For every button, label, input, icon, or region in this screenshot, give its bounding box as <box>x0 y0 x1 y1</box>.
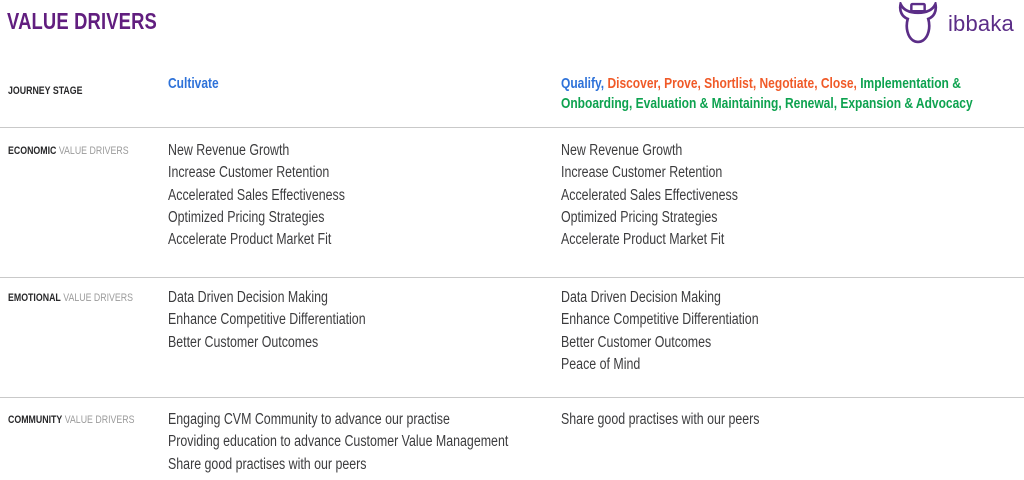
economic-qualify-cell: New Revenue Growth Increase Customer Ret… <box>561 140 1016 277</box>
value-driver-item: Better Customer Outcomes <box>168 333 319 351</box>
value-driver-item: Accelerated Sales Effectiveness <box>168 186 345 204</box>
value-driver-item: Accelerated Sales Effectiveness <box>561 186 738 204</box>
stages-discover-to-close: Discover, Prove, Shortlist, Negotiate, C… <box>607 75 861 92</box>
brand-name: ibbaka <box>947 10 1014 36</box>
economic-cultivate-cell: New Revenue Growth Increase Customer Ret… <box>168 140 561 277</box>
value-driver-item: Data Driven Decision Making <box>168 289 328 306</box>
value-driver-item: Enhance Competitive Differentiation <box>561 311 759 329</box>
value-driver-item: Share good practises with our peers <box>168 455 367 473</box>
brand-logo: ibbaka <box>895 2 1014 45</box>
qualify-column-header-cell: Qualify, Discover, Prove, Shortlist, Neg… <box>561 74 1016 127</box>
value-driver-item: Accelerate Product Market Fit <box>168 231 332 249</box>
cultivate-column-header-cell: Cultivate <box>168 74 561 127</box>
value-driver-item: Peace of Mind <box>561 355 641 373</box>
value-driver-item: Accelerate Product Market Fit <box>561 231 725 249</box>
value-driver-item: Providing education to advance Customer … <box>168 433 509 451</box>
value-driver-item: Optimized Pricing Strategies <box>561 208 718 226</box>
economic-label-cell: ECONOMIC VALUE DRIVERS <box>8 140 168 277</box>
value-driver-item: Better Customer Outcomes <box>561 333 712 351</box>
category-suffix: VALUE DRIVERS <box>62 414 135 426</box>
page-title: VALUE DRIVERS <box>7 8 157 34</box>
community-qualify-cell: Share good practises with our peers <box>561 409 1016 480</box>
category-suffix: VALUE DRIVERS <box>56 145 129 157</box>
value-driver-item: New Revenue Growth <box>561 142 683 159</box>
journey-stage-label: JOURNEY STAGE <box>8 85 83 97</box>
value-driver-item: Share good practises with our peers <box>561 411 760 428</box>
emotional-label-cell: EMOTIONAL VALUE DRIVERS <box>8 287 168 397</box>
ibbaka-vase-logo-icon <box>895 2 941 45</box>
value-driver-item: Increase Customer Retention <box>561 164 723 182</box>
stage-cultivate: Cultivate <box>168 75 219 92</box>
value-driver-item: Enhance Competitive Differentiation <box>168 311 366 329</box>
stage-qualify: Qualify, <box>561 75 608 92</box>
top-bar: VALUE DRIVERS ibbaka <box>0 0 1024 56</box>
economic-value-drivers-row: ECONOMIC VALUE DRIVERS New Revenue Growt… <box>0 128 1024 278</box>
emotional-value-drivers-row: EMOTIONAL VALUE DRIVERS Data Driven Deci… <box>0 278 1024 398</box>
value-driver-item: Optimized Pricing Strategies <box>168 208 325 226</box>
category-emotional: EMOTIONAL <box>8 292 61 304</box>
emotional-cultivate-cell: Data Driven Decision Making Enhance Comp… <box>168 287 561 397</box>
value-driver-item: Data Driven Decision Making <box>561 289 721 306</box>
value-driver-item: Increase Customer Retention <box>168 164 330 182</box>
community-value-drivers-row: COMMUNITY VALUE DRIVERS Engaging CVM Com… <box>0 398 1024 480</box>
journey-stage-header-row: JOURNEY STAGE Cultivate Qualify, Discove… <box>0 56 1024 128</box>
community-label-cell: COMMUNITY VALUE DRIVERS <box>8 409 168 480</box>
value-driver-item: New Revenue Growth <box>168 142 290 159</box>
category-economic: ECONOMIC <box>8 145 57 157</box>
community-cultivate-cell: Engaging CVM Community to advance our pr… <box>168 409 561 480</box>
value-driver-item: Engaging CVM Community to advance our pr… <box>168 411 450 428</box>
emotional-qualify-cell: Data Driven Decision Making Enhance Comp… <box>561 287 1016 397</box>
category-suffix: VALUE DRIVERS <box>60 292 134 304</box>
stages-implementation-to-advocacy: Implementation & Onboarding, Evaluation … <box>561 75 973 112</box>
value-drivers-table: JOURNEY STAGE Cultivate Qualify, Discove… <box>0 56 1024 480</box>
category-community: COMMUNITY <box>8 414 63 426</box>
journey-stage-label-cell: JOURNEY STAGE <box>8 74 168 127</box>
